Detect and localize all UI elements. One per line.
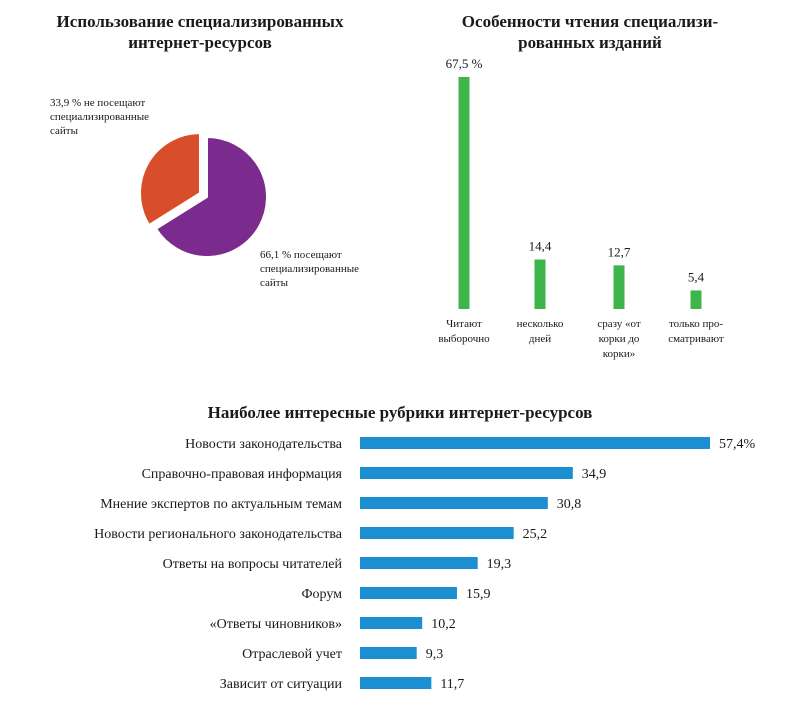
hbar-value-label-6: 10,2 — [431, 617, 456, 632]
hbar-value-label-5: 15,9 — [466, 587, 491, 602]
column-bar-3 — [690, 290, 702, 309]
hbar-category-label-8: Зависит от ситуации — [220, 677, 343, 692]
hbar-category-label-4: Ответы на вопросы читателей — [163, 557, 343, 572]
hbar-4 — [360, 557, 478, 569]
hbar-value-label-8: 11,7 — [440, 677, 464, 692]
hbar-value-label-3: 25,2 — [523, 527, 548, 542]
column-bar-2 — [613, 265, 625, 309]
hbar-category-label-3: Новости регионального законодательства — [94, 527, 343, 542]
hbar-category-label-1: Справочно-правовая информация — [142, 467, 343, 482]
pie-slice-label-not-visiting: 33,9 % не посещают специализированные са… — [50, 97, 149, 137]
column-bar-1 — [534, 259, 546, 309]
column-value-label-3: 5,4 — [688, 269, 705, 284]
hbar-5 — [360, 587, 457, 599]
column-value-label-0: 67,5 % — [446, 56, 483, 71]
pie-slice-label-visiting: 66,1 % посещают специализированные сайты — [260, 249, 359, 289]
column-category-label-2: сразу «от корки до корки» — [597, 318, 640, 360]
column-category-label-0: Читают выборочно — [438, 318, 490, 345]
hbar-1 — [360, 467, 573, 479]
hbar-2 — [360, 497, 548, 509]
hbar-7 — [360, 647, 417, 659]
hbar-0 — [360, 437, 710, 449]
column-bar-0 — [458, 77, 470, 309]
hbar-value-label-2: 30,8 — [557, 497, 582, 512]
hbar-value-label-1: 34,9 — [582, 467, 607, 482]
column-category-label-3: только про-сматривают — [668, 318, 724, 345]
hbar-category-label-5: Форум — [301, 587, 342, 602]
column-category-label-1: несколько дней — [517, 318, 564, 345]
hbar-value-label-0: 57,4% — [719, 437, 756, 452]
hbar-value-label-4: 19,3 — [487, 557, 512, 572]
hbar-category-label-6: «Ответы чиновников» — [210, 617, 342, 632]
pie-chart-title: Использование специализированных интерне… — [56, 12, 344, 52]
hbar-8 — [360, 677, 432, 689]
bar-chart-title: Наиболее интересные рубрики интернет-рес… — [207, 403, 593, 422]
hbar-category-label-2: Мнение экспертов по актуальным темам — [100, 497, 342, 512]
hbar-category-label-7: Отраслевой учет — [242, 647, 342, 662]
pie-slice-1 — [154, 135, 268, 258]
column-chart-title: Особенности чтения специализи- рованных … — [461, 12, 719, 52]
hbar-value-label-7: 9,3 — [426, 647, 444, 662]
column-value-label-1: 14,4 — [529, 239, 552, 254]
pie-slice-0 — [139, 132, 202, 227]
hbar-category-label-0: Новости законодательства — [185, 437, 343, 452]
hbar-6 — [360, 617, 423, 629]
hbar-3 — [360, 527, 514, 539]
column-value-label-2: 12,7 — [608, 244, 631, 259]
